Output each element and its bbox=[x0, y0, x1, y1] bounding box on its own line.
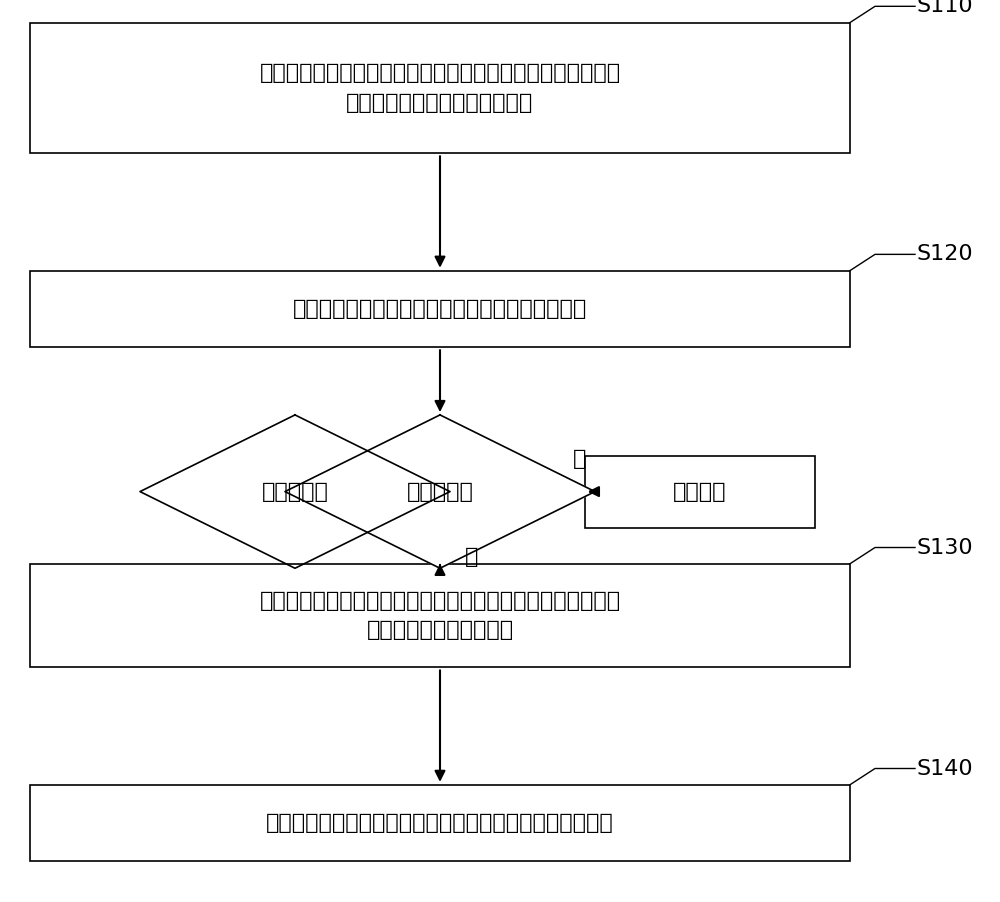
Text: 验证通过？: 验证通过？ bbox=[407, 482, 473, 502]
Text: 记录包装食品在每一个流通节点的流通信息，并将包装食品流
向下一流通节点或消费者: 记录包装食品在每一个流通节点的流通信息，并将包装食品流 向下一流通节点或消费者 bbox=[259, 591, 621, 640]
Text: 申请统一生成的二维码，将二维码附着于食品包装上，再将二
维码与包装食品的产品信息关联: 申请统一生成的二维码，将二维码附着于食品包装上，再将二 维码与包装食品的产品信息… bbox=[259, 63, 621, 113]
FancyBboxPatch shape bbox=[30, 564, 850, 667]
Text: S130: S130 bbox=[917, 538, 974, 557]
Polygon shape bbox=[140, 415, 450, 568]
Text: S120: S120 bbox=[917, 244, 974, 264]
Text: S110: S110 bbox=[917, 0, 974, 16]
Text: 验证通过？: 验证通过？ bbox=[262, 482, 328, 502]
Polygon shape bbox=[285, 415, 595, 568]
Text: 结束流通: 结束流通 bbox=[673, 482, 727, 502]
Text: S140: S140 bbox=[917, 759, 974, 778]
Text: 否: 否 bbox=[573, 449, 587, 469]
Text: 是: 是 bbox=[465, 547, 478, 567]
FancyBboxPatch shape bbox=[30, 23, 850, 153]
Text: 在每一个流通节点对食品包装上的二维码进行验证: 在每一个流通节点对食品包装上的二维码进行验证 bbox=[293, 299, 587, 319]
FancyBboxPatch shape bbox=[30, 785, 850, 861]
FancyBboxPatch shape bbox=[30, 271, 850, 347]
FancyBboxPatch shape bbox=[585, 456, 815, 528]
Text: 消费者通过移动终端扫描二维码来查询包装食品的追溯信息: 消费者通过移动终端扫描二维码来查询包装食品的追溯信息 bbox=[266, 813, 614, 833]
